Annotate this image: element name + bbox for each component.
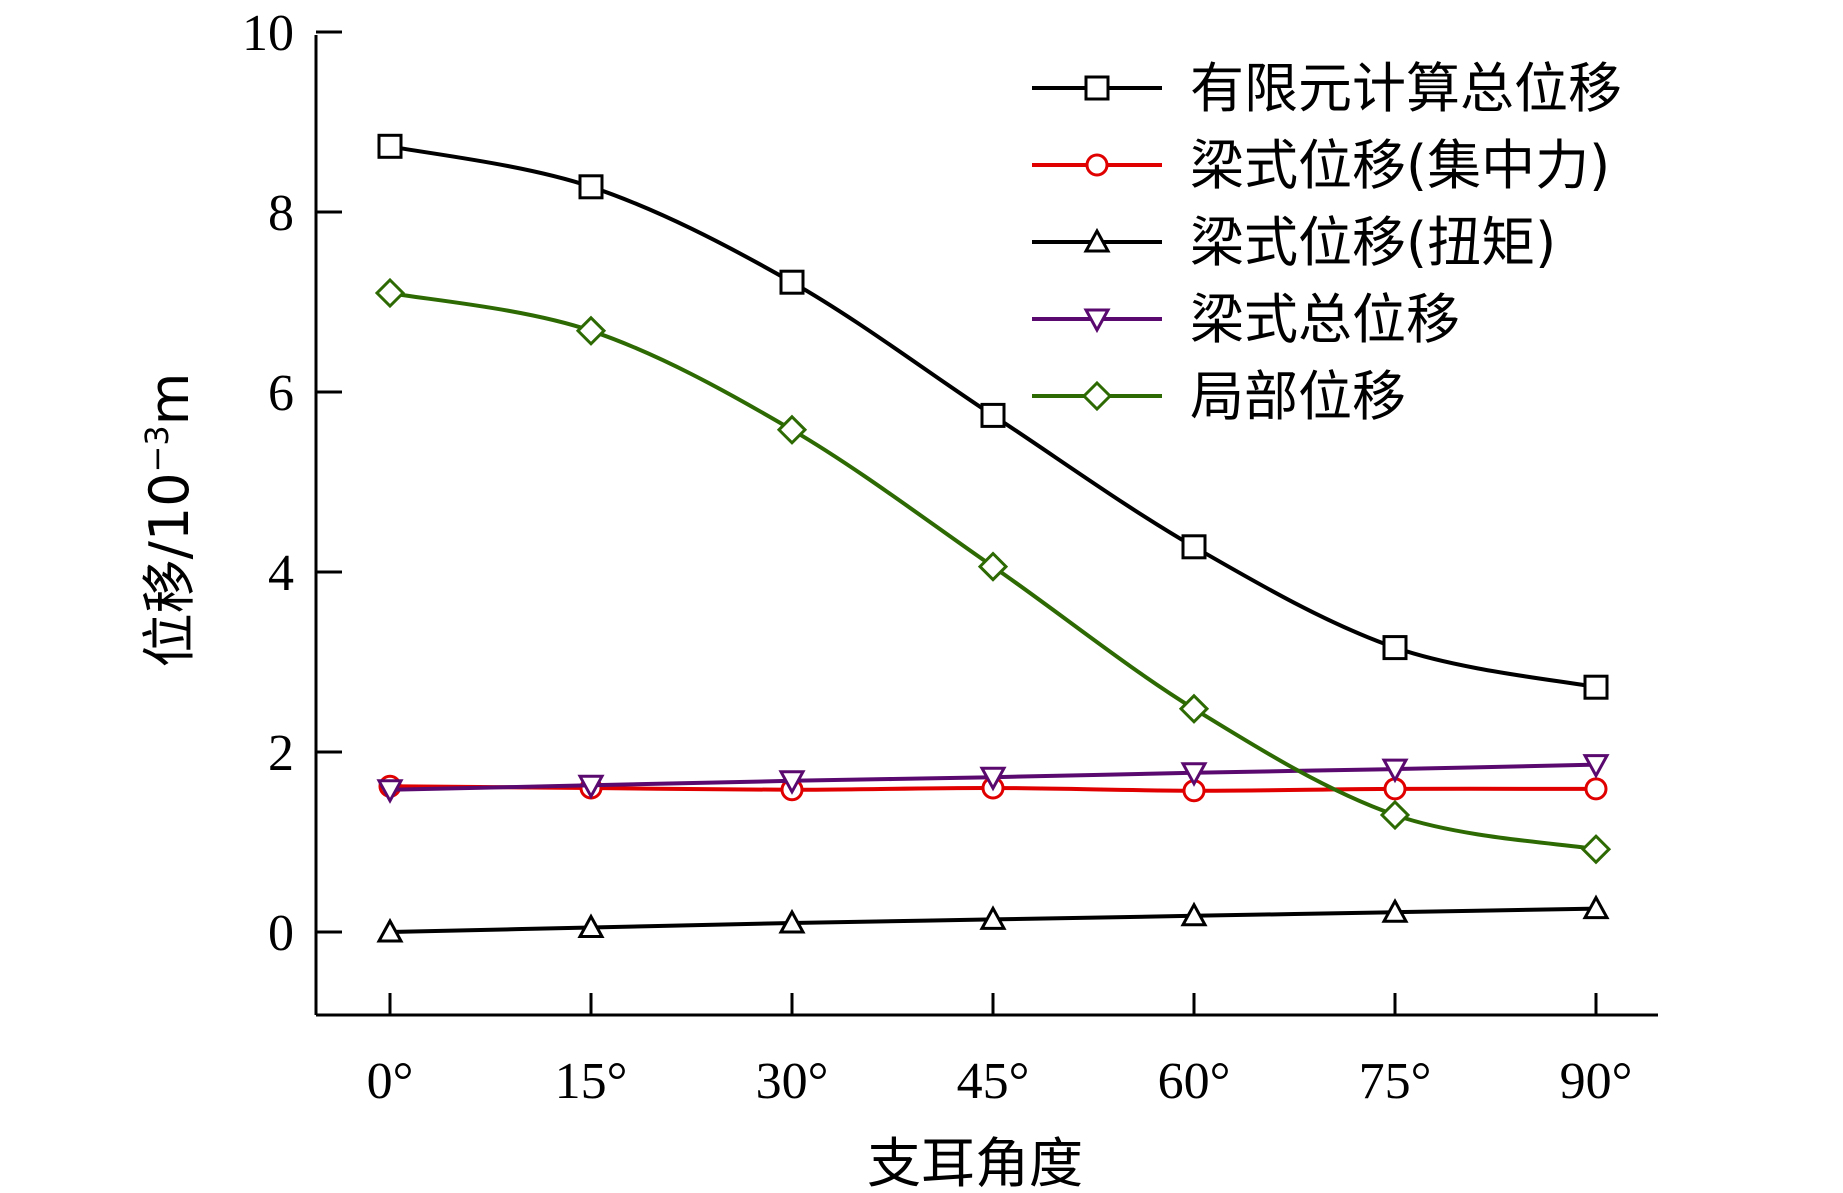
legend-item: 梁式位移(集中力) [1032, 134, 1610, 197]
data-point [1181, 534, 1207, 560]
data-point [577, 913, 605, 938]
y-axis-title-exponent: −3 [138, 425, 176, 472]
legend-item: 梁式位移(扭矩) [1032, 211, 1556, 274]
data-point [979, 905, 1007, 930]
y-axis-title: 位移/10−3m [138, 373, 201, 668]
data-point [377, 133, 403, 159]
x-tick-label: 0° [367, 1053, 414, 1110]
x-tick-label: 15° [555, 1053, 628, 1110]
y-tick-label: 0 [268, 905, 294, 962]
y-tick-label: 4 [268, 545, 294, 602]
legend-marker [1083, 227, 1111, 253]
svg-text:位移/10−3m: 位移/10−3m [138, 373, 201, 668]
x-ticks: 0° 15° 30° 45° 60° 75° 90° [367, 993, 1633, 1110]
data-point [578, 174, 604, 200]
data-point [1180, 901, 1208, 927]
x-tick-label: 75° [1359, 1053, 1432, 1110]
data-point [577, 774, 605, 800]
data-point [1382, 635, 1408, 661]
data-point [1379, 799, 1411, 831]
axes [314, 35, 1658, 1017]
data-point [778, 770, 806, 795]
data-point [1582, 894, 1610, 920]
data-point [778, 908, 806, 934]
data-point [776, 414, 808, 445]
legend-label: 梁式位移(集中力) [1190, 134, 1610, 197]
x-tick-label: 45° [957, 1053, 1030, 1110]
legend-marker [1083, 308, 1111, 334]
data-point [980, 402, 1006, 428]
legend-label: 梁式总位移 [1190, 288, 1460, 351]
series-5 [374, 277, 1612, 865]
y-axis-title-main: 位移/10 [138, 472, 201, 667]
data-point [1584, 777, 1608, 801]
legend-label: 梁式位移(扭矩) [1190, 211, 1556, 274]
legend-item: 梁式总位移 [1032, 288, 1460, 351]
data-point [374, 277, 406, 309]
data-point [376, 917, 404, 943]
data-point [1381, 898, 1409, 923]
data-point [1582, 754, 1610, 779]
legend-item: 局部位移 [1032, 365, 1406, 428]
data-point [376, 779, 404, 804]
data-point [1381, 758, 1409, 784]
legend-label: 有限元计算总位移 [1190, 57, 1622, 120]
y-tick-label: 8 [268, 185, 294, 242]
series-layer [374, 133, 1612, 943]
legend-marker [1085, 153, 1109, 177]
legend-marker [1084, 75, 1110, 101]
legend-item: 有限元计算总位移 [1032, 57, 1622, 120]
x-tick-label: 30° [756, 1053, 829, 1110]
x-tick-label: 60° [1158, 1053, 1231, 1110]
data-point [779, 269, 805, 295]
y-ticks: 0 2 4 6 8 10 [242, 5, 342, 962]
data-point [977, 551, 1009, 582]
series-1 [377, 133, 1609, 700]
series-3 [376, 894, 1610, 943]
y-tick-label: 2 [268, 725, 294, 782]
data-point [979, 766, 1007, 792]
data-point [1178, 693, 1210, 724]
data-point [575, 315, 607, 346]
data-point [1180, 762, 1208, 787]
legend-label: 局部位移 [1190, 365, 1406, 428]
y-axis-title-unit: m [138, 373, 201, 426]
series-4 [376, 754, 1610, 804]
x-tick-label: 90° [1560, 1053, 1633, 1110]
data-point [1580, 834, 1612, 865]
y-tick-label: 10 [242, 5, 294, 62]
x-axis-title: 支耳角度 [867, 1132, 1083, 1193]
y-tick-label: 6 [268, 365, 294, 422]
legend-marker [1081, 380, 1113, 412]
data-point [1583, 674, 1609, 700]
